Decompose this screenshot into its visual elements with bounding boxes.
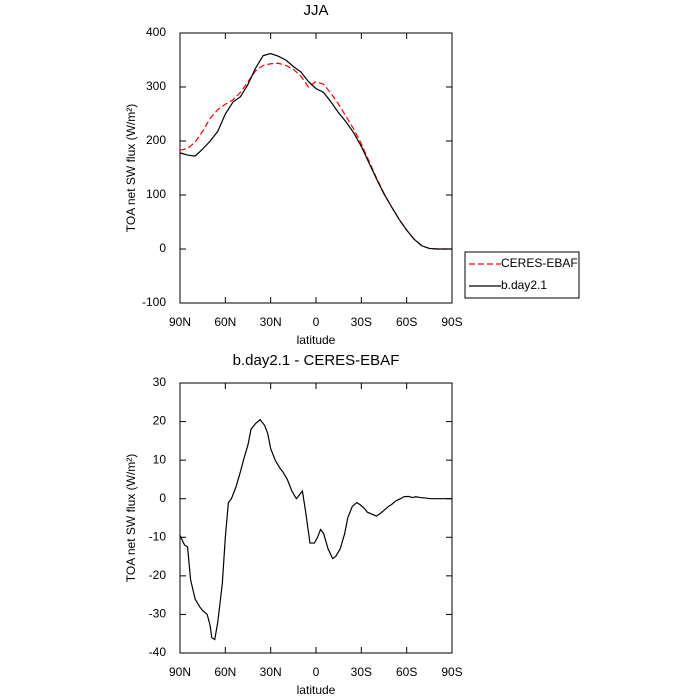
x-tick-label: 30N: [260, 665, 282, 679]
x-tick-label: 90N: [169, 315, 191, 329]
y-tick-label: 100: [146, 187, 166, 201]
y-tick-label: 200: [146, 133, 166, 147]
x-tick-label: 90S: [441, 665, 462, 679]
x-axis-label: latitude: [297, 333, 336, 347]
x-tick-label: 0: [313, 665, 320, 679]
data-line: [179, 62, 452, 250]
y-tick-label: 10: [153, 452, 167, 466]
y-tick-label: 20: [153, 414, 167, 428]
plot-frame: [179, 382, 453, 654]
chart-title: b.day2.1 - CERES-EBAF: [233, 352, 400, 369]
y-tick-label: 300: [146, 79, 166, 93]
y-tick-label: -100: [142, 295, 166, 309]
y-tick-label: -20: [149, 568, 167, 582]
y-axis-label: TOA net SW flux (W/m²): [124, 104, 138, 232]
legend-label: b.day2.1: [501, 278, 547, 292]
x-tick-label: 60S: [396, 665, 417, 679]
x-tick-label: 60S: [396, 315, 417, 329]
legend-label: CERES-EBAF: [501, 256, 578, 270]
y-axis-label: TOA net SW flux (W/m²): [124, 454, 138, 582]
x-tick-label: 90S: [441, 315, 462, 329]
y-tick-label: 400: [146, 25, 166, 39]
x-tick-label: 60N: [214, 315, 236, 329]
plot-frame: [179, 32, 453, 304]
x-tick-label: 30S: [351, 315, 372, 329]
x-axis-label: latitude: [297, 683, 336, 697]
x-tick-label: 90N: [169, 665, 191, 679]
x-tick-label: 30S: [351, 665, 372, 679]
y-tick-label: 0: [159, 241, 166, 255]
legend-box: [464, 251, 580, 299]
y-tick-label: 0: [159, 491, 166, 505]
x-tick-label: 60N: [214, 665, 236, 679]
data-line: [179, 52, 452, 250]
data-line: [179, 418, 452, 641]
chart-title: JJA: [303, 2, 328, 19]
x-tick-label: 30N: [260, 315, 282, 329]
y-tick-label: 30: [153, 375, 167, 389]
x-tick-label: 0: [313, 315, 320, 329]
y-tick-label: -40: [149, 645, 167, 659]
y-tick-label: -30: [149, 607, 167, 621]
y-tick-label: -10: [149, 529, 167, 543]
